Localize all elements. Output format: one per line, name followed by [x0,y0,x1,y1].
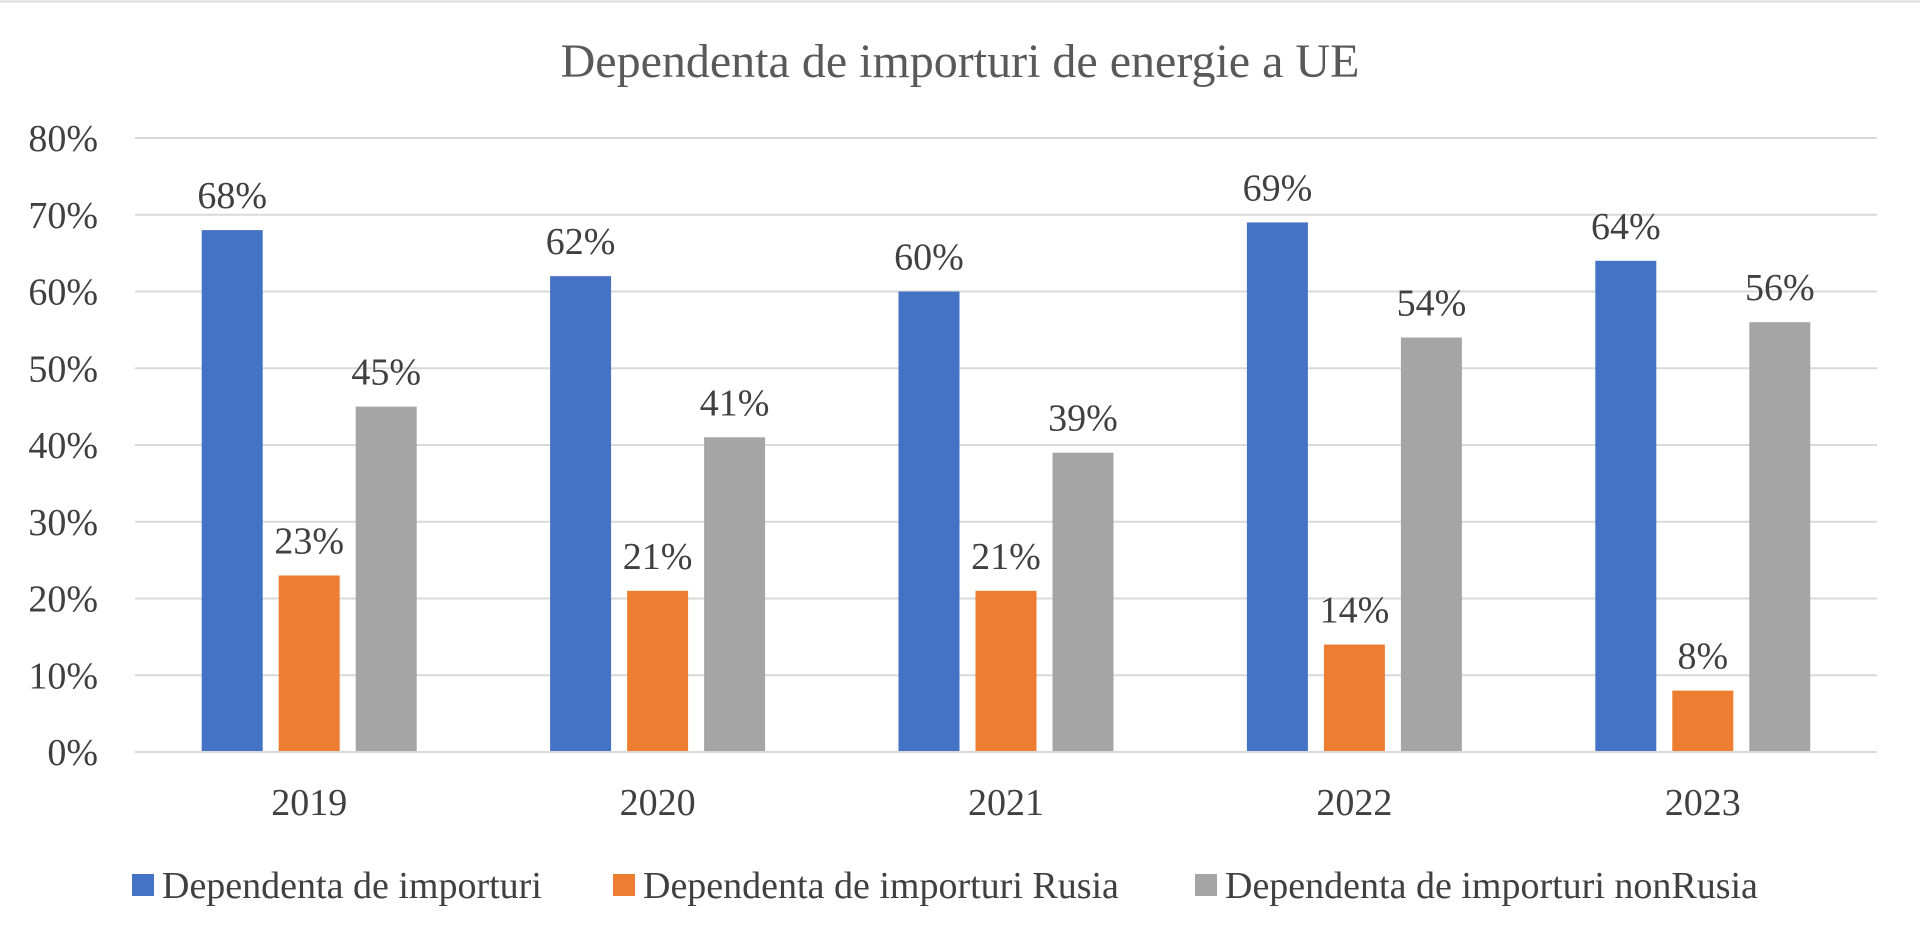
data-label: 8% [1677,636,1728,678]
legend-swatch [613,874,635,896]
data-label: 56% [1745,267,1815,309]
y-axis-tick-labels: 0% 10% 20% 30% 40% 50% 60% 70% 80% [28,118,98,774]
x-axis-tick-labels: 2019 2020 2021 2022 2023 [135,751,1877,824]
bar [975,590,1037,752]
data-label: 64% [1591,206,1661,248]
x-tick-label: 2022 [1316,782,1392,824]
data-labels: 68% 23% 45% 62% 21% 41% 60% 21% 39% 69% 14% 54% 64% 8… [197,167,1814,677]
legend: Dependenta de importuri Dependenta de imp… [132,865,1758,907]
data-label: 21% [971,536,1041,578]
legend-label: Dependenta de importuri nonRusia [1225,865,1758,907]
bar [1749,322,1811,752]
y-tick-label: 20% [28,579,98,621]
data-label: 41% [700,382,770,424]
y-tick-label: 50% [28,348,98,390]
bar [627,590,689,752]
y-tick-label: 10% [28,655,98,697]
y-tick-label: 60% [28,272,98,314]
y-tick-label: 30% [28,502,98,544]
bar [1595,260,1657,752]
bar [550,276,612,752]
data-label: 54% [1397,283,1467,325]
bar [898,291,960,752]
data-label: 14% [1320,590,1390,632]
bar [1052,452,1114,752]
y-tick-label: 80% [28,118,98,160]
chart-title: Dependenta de importuri de energie a UE [561,35,1360,88]
y-tick-label: 40% [28,425,98,467]
x-tick-label: 2021 [968,782,1044,824]
data-label: 39% [1048,398,1118,440]
data-label: 45% [351,352,421,394]
x-tick-label: 2019 [271,782,347,824]
bars [201,222,1811,753]
data-label: 60% [894,237,964,279]
bar [355,406,417,752]
legend-label: Dependenta de importuri Rusia [643,865,1119,907]
x-tick-label: 2023 [1665,782,1741,824]
legend-swatch [1195,874,1217,896]
legend-swatch [132,874,154,896]
bar [1246,222,1308,753]
bar [1672,690,1734,752]
data-label: 68% [197,175,267,217]
y-tick-label: 0% [47,732,98,774]
bar [1323,644,1385,752]
x-tick-label: 2020 [620,782,696,824]
bar [1400,337,1462,752]
legend-label: Dependenta de importuri [162,865,542,907]
y-tick-label: 70% [28,195,98,237]
data-label: 69% [1243,167,1313,209]
bar [201,230,263,753]
data-label: 23% [274,520,344,562]
bar [704,437,766,752]
bar [278,575,340,752]
data-label: 62% [546,221,616,263]
data-label: 21% [623,536,693,578]
